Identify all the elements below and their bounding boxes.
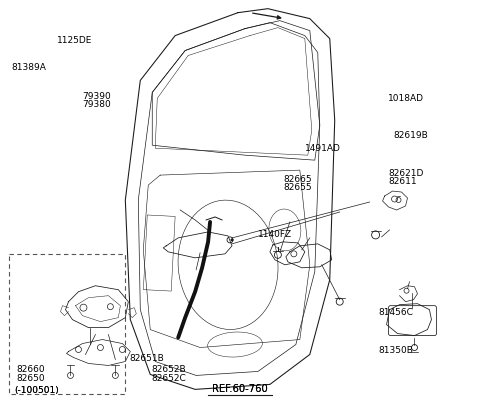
Text: 79390: 79390 [82, 92, 111, 101]
Text: 79380: 79380 [82, 100, 111, 109]
Text: 81350B: 81350B [379, 346, 414, 355]
Text: 1125DE: 1125DE [57, 35, 93, 44]
Text: 82652B: 82652B [152, 365, 186, 375]
Text: (-100501): (-100501) [14, 386, 59, 395]
Text: 82655: 82655 [283, 183, 312, 192]
Text: 82652C: 82652C [152, 374, 186, 382]
Text: 82650: 82650 [16, 374, 45, 382]
Text: 82660: 82660 [16, 365, 45, 375]
Text: 1018AD: 1018AD [388, 94, 424, 103]
Text: REF.60-760: REF.60-760 [212, 384, 268, 394]
Text: 1140FZ: 1140FZ [258, 230, 292, 239]
Text: 82651B: 82651B [129, 354, 164, 363]
Text: 81456C: 81456C [379, 308, 414, 317]
Text: 82621D: 82621D [388, 169, 424, 178]
Text: 1491AD: 1491AD [305, 144, 340, 152]
Text: 82619B: 82619B [393, 131, 428, 140]
Bar [9, 255, 125, 394]
Text: 82611: 82611 [388, 177, 417, 186]
Bar [144, 215, 175, 291]
Text: 81389A: 81389A [11, 63, 46, 72]
Circle shape [230, 239, 233, 241]
Text: 82665: 82665 [283, 175, 312, 184]
Text: (-100501): (-100501) [14, 386, 59, 395]
Text: REF.60-760: REF.60-760 [212, 384, 268, 394]
